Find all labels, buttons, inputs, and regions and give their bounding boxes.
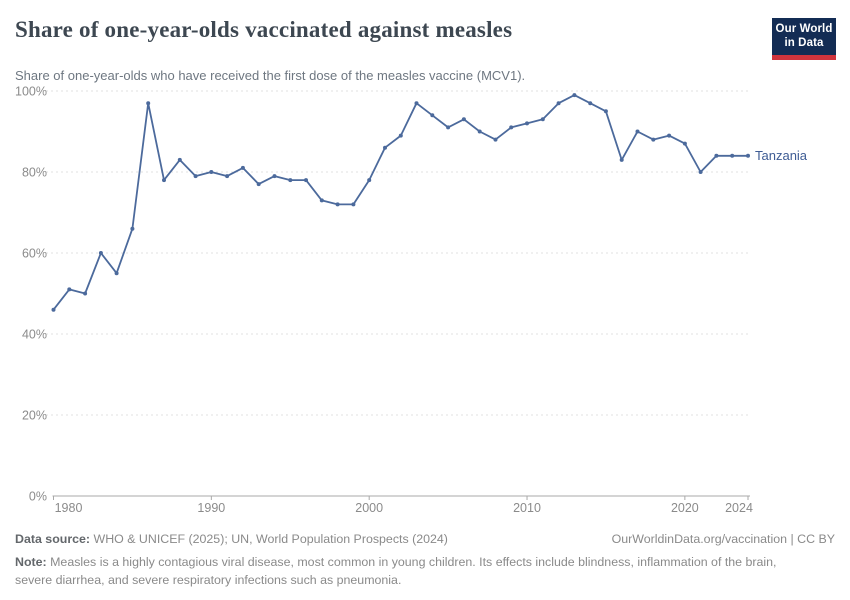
data-point[interactable]	[446, 125, 451, 130]
data-point[interactable]	[256, 182, 261, 187]
x-tick-label: 2010	[513, 501, 541, 515]
data-point[interactable]	[177, 157, 182, 162]
chart-header: Share of one-year-olds vaccinated agains…	[15, 16, 836, 84]
data-point[interactable]	[288, 178, 293, 183]
owid-logo: Our World in Data	[772, 18, 836, 60]
owid-logo-line1: Our World	[775, 23, 833, 35]
y-tick-label: 0%	[29, 489, 47, 503]
data-point[interactable]	[225, 174, 230, 179]
data-point[interactable]	[319, 198, 324, 203]
data-point[interactable]	[556, 101, 561, 106]
data-point[interactable]	[67, 287, 72, 292]
chart-footer: Data source: WHO & UNICEF (2025); UN, Wo…	[15, 531, 835, 589]
data-point[interactable]	[383, 145, 387, 150]
data-point[interactable]	[682, 141, 687, 146]
data-point[interactable]	[477, 129, 482, 134]
entity-label-tanzania[interactable]: Tanzania	[755, 148, 808, 163]
data-point[interactable]	[304, 178, 308, 183]
data-point[interactable]	[572, 93, 577, 98]
x-tick-label: 2000	[355, 501, 383, 515]
data-point[interactable]	[430, 113, 435, 118]
data-point[interactable]	[272, 174, 277, 179]
data-point[interactable]	[746, 153, 750, 158]
series-line-tanzania[interactable]	[52, 94, 749, 311]
page-title: Share of one-year-olds vaccinated agains…	[15, 17, 513, 42]
data-point[interactable]	[525, 121, 529, 126]
data-point[interactable]	[83, 291, 88, 296]
data-point[interactable]	[414, 101, 419, 106]
data-point[interactable]	[635, 129, 640, 134]
data-point[interactable]	[114, 271, 119, 276]
data-point[interactable]	[540, 117, 545, 122]
data-point[interactable]	[209, 170, 214, 174]
owid-logo-line2: in Data	[784, 37, 824, 50]
chart-subtitle: Share of one-year-olds who have received…	[15, 67, 526, 83]
data-point[interactable]	[351, 202, 356, 207]
data-point[interactable]	[335, 202, 340, 207]
data-point[interactable]	[130, 226, 135, 231]
data-point[interactable]	[509, 125, 514, 130]
y-tick-label: 20%	[22, 408, 47, 422]
data-point[interactable]	[603, 109, 608, 114]
data-point[interactable]	[714, 153, 719, 158]
x-tick-label: 1990	[197, 501, 225, 515]
data-point[interactable]	[367, 178, 372, 183]
data-point[interactable]	[493, 137, 498, 142]
data-point[interactable]	[162, 178, 166, 183]
data-point[interactable]	[193, 174, 198, 179]
y-tick-label: 40%	[22, 327, 47, 341]
data-point[interactable]	[698, 170, 703, 174]
data-point[interactable]	[51, 307, 56, 312]
data-source-label: Data source:	[15, 532, 91, 546]
chart-canvas[interactable]: 0% 20% 40% 60% 80% 100% 1980 1990 2000 2010 2020 20…	[0, 78, 850, 525]
x-tick-label: 1980	[55, 501, 83, 515]
data-point[interactable]	[588, 101, 593, 106]
data-point[interactable]	[98, 251, 103, 255]
data-source-text: Data source: WHO & UNICEF (2025); UN, Wo…	[15, 532, 448, 546]
data-point[interactable]	[146, 101, 151, 106]
data-point[interactable]	[667, 133, 672, 138]
x-tick-label: 2024	[725, 501, 753, 515]
data-point[interactable]	[398, 133, 403, 138]
owid-cc-link[interactable]: OurWorldinData.org/vaccination | CC BY	[611, 532, 835, 546]
data-point[interactable]	[619, 157, 624, 162]
y-tick-label: 60%	[22, 246, 47, 260]
y-tick-label: 80%	[22, 165, 47, 179]
data-point[interactable]	[240, 165, 245, 170]
data-point[interactable]	[461, 117, 466, 122]
data-point[interactable]	[730, 153, 735, 158]
note-label: Note:	[15, 555, 47, 570]
data-point[interactable]	[651, 137, 656, 142]
chart-note: Note: Measles is a highly contagious vir…	[15, 555, 777, 587]
x-tick-label: 2020	[671, 501, 699, 515]
y-tick-label: 100%	[15, 84, 47, 98]
owid-logo-text: Our World in Data	[772, 18, 836, 55]
owid-logo-red-bar	[772, 54, 836, 60]
